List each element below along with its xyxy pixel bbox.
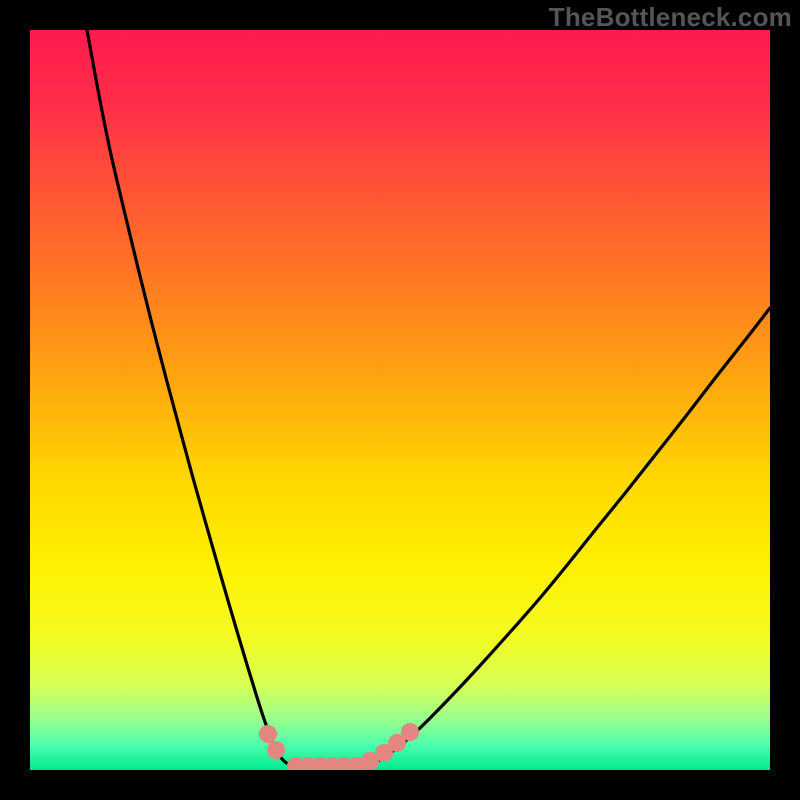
bottleneck-chart xyxy=(30,30,770,770)
chart-frame: TheBottleneck.com xyxy=(0,0,800,800)
marker-dot xyxy=(401,723,419,741)
marker-dot xyxy=(267,741,285,759)
marker-dot xyxy=(259,725,277,743)
gradient-background xyxy=(30,30,770,770)
watermark-text: TheBottleneck.com xyxy=(549,2,792,33)
